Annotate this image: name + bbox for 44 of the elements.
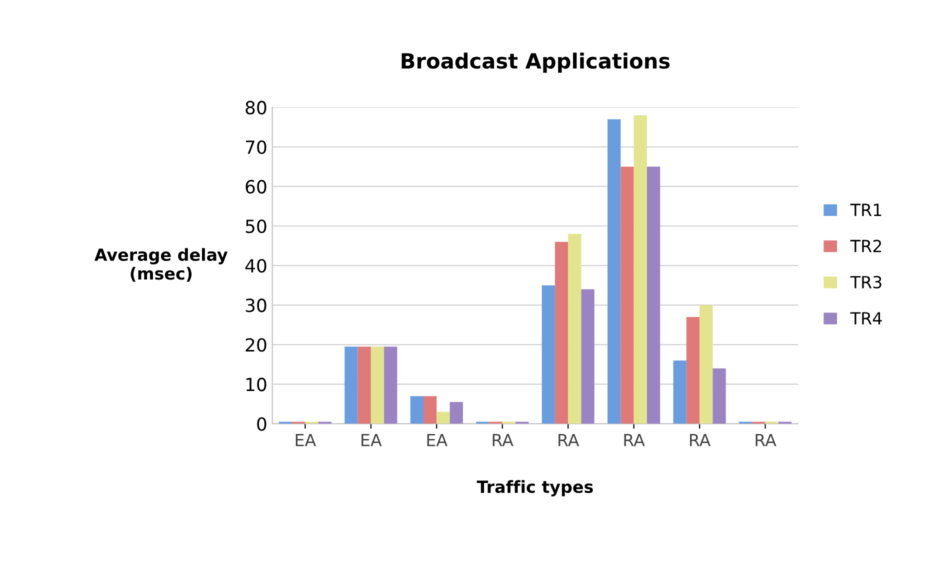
- bar: [384, 346, 398, 424]
- bar: [673, 360, 686, 424]
- y-tick-label: 80: [246, 100, 266, 114]
- bar: [646, 166, 660, 424]
- bar: [634, 115, 647, 424]
- y-axis-title: Average delay (msec): [94, 248, 228, 282]
- bar: [554, 242, 568, 424]
- y-tick-label: 60: [246, 180, 266, 194]
- x-tick-label: RA: [756, 434, 776, 446]
- legend-label: TR3: [850, 276, 882, 288]
- bar: [620, 166, 634, 424]
- legend-label: TR1: [850, 204, 882, 216]
- bar: [712, 368, 726, 424]
- bar: [542, 285, 555, 424]
- bar: [410, 396, 424, 424]
- x-tick-label: RA: [558, 434, 580, 446]
- bar: [436, 412, 450, 424]
- x-tick-label: EA: [296, 434, 316, 446]
- y-tick-label: 20: [246, 338, 266, 352]
- y-tick-label: 50: [246, 219, 266, 234]
- x-tick-label: EA: [362, 434, 382, 446]
- y-tick-label: 70: [246, 140, 266, 154]
- bar: [608, 119, 621, 424]
- bar: [450, 402, 463, 424]
- y-tick-label: 10: [246, 378, 266, 392]
- bar: [358, 346, 371, 424]
- bar: [686, 316, 700, 424]
- legend-label: TR2: [850, 240, 882, 252]
- bar: [581, 289, 594, 424]
- x-tick-label: RA: [624, 434, 645, 446]
- chart-title: Broadcast Applications: [402, 52, 670, 73]
- x-tick-label: RA: [690, 434, 711, 446]
- bar: [344, 346, 358, 424]
- y-tick-label: 40: [245, 259, 266, 273]
- y-tick-label: 30: [246, 298, 266, 312]
- bar: [568, 234, 582, 424]
- legend-label: TR4: [850, 312, 882, 324]
- x-tick-label: EA: [427, 434, 448, 446]
- bar: [700, 305, 713, 424]
- bar: [423, 396, 437, 424]
- bar: [370, 346, 384, 424]
- x-tick-label: RA: [492, 434, 514, 446]
- y-tick-label: 0: [257, 417, 266, 431]
- x-axis-title: Traffic types: [476, 480, 593, 496]
